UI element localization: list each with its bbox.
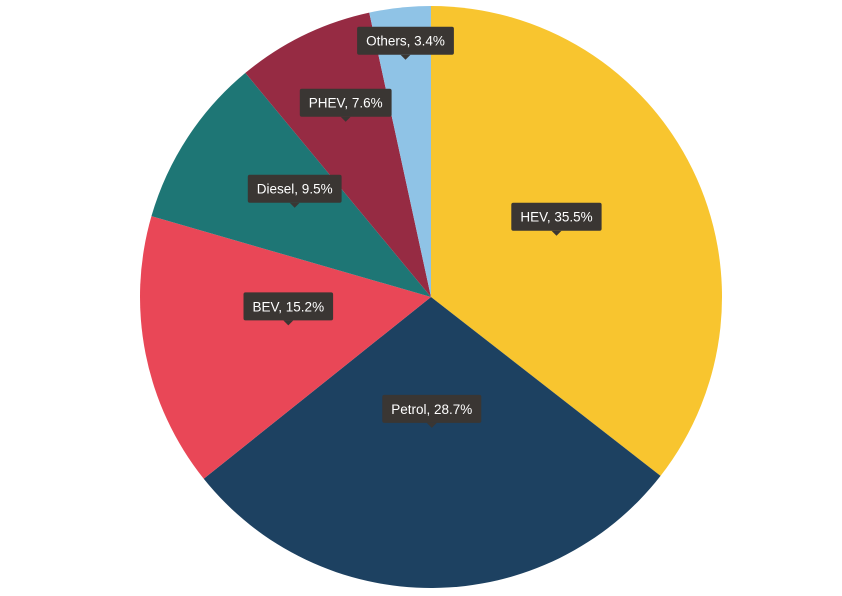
data-label-text: BEV, 15.2%	[253, 299, 325, 314]
data-label-box	[247, 174, 342, 203]
pie-slices	[139, 5, 723, 589]
data-label-bev: BEV, 15.2%	[243, 292, 334, 326]
data-label-pointer	[289, 202, 300, 208]
data-label-others: Others, 3.4%	[357, 26, 454, 60]
data-label-pointer	[283, 320, 294, 326]
data-label-hev: HEV, 35.5%	[511, 202, 602, 236]
pie-slice-bev[interactable]	[139, 216, 431, 479]
pie-slice-hev[interactable]	[431, 5, 723, 476]
data-label-phev: PHEV, 7.6%	[299, 88, 392, 122]
data-label-text: Diesel, 9.5%	[257, 182, 333, 197]
data-label-text: PHEV, 7.6%	[309, 96, 383, 111]
data-label-box	[299, 88, 392, 117]
data-label-pointer	[400, 54, 411, 60]
data-label-box	[243, 292, 334, 321]
pie-slice-petrol[interactable]	[203, 297, 661, 589]
data-label-pointer	[551, 230, 562, 236]
data-label-pointer	[340, 116, 351, 122]
data-label-box	[382, 394, 482, 423]
pie-slice-others[interactable]	[369, 6, 431, 297]
data-label-text: Petrol, 28.7%	[391, 402, 472, 417]
data-label-diesel: Diesel, 9.5%	[247, 174, 342, 208]
data-label-pointer	[426, 422, 437, 428]
data-label-box	[357, 26, 454, 55]
pie-labels: HEV, 35.5% Petrol, 28.7% BEV, 15.2% Diesel,…	[243, 26, 602, 428]
data-label-text: HEV, 35.5%	[520, 210, 592, 225]
data-label-petrol: Petrol, 28.7%	[382, 394, 482, 428]
data-label-box	[511, 202, 602, 231]
pie-slice-phev[interactable]	[245, 12, 431, 297]
data-label-text: Others, 3.4%	[366, 34, 445, 49]
